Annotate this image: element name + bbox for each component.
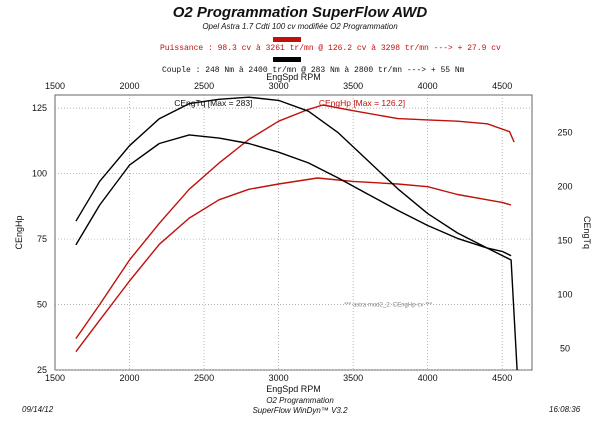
footer-date: 09/14/12 xyxy=(22,405,54,414)
x-tick-label-bottom: 2000 xyxy=(120,373,140,383)
y-axis-label-right: CEngTq xyxy=(582,216,592,249)
y-left-tick-label: 75 xyxy=(37,234,47,244)
chart-title: O2 Programmation SuperFlow AWD xyxy=(172,4,428,21)
x-tick-label-top: 3000 xyxy=(269,81,289,91)
chart-subtitle: Opel Astra 1.7 Cdti 100 cv modifiée O2 P… xyxy=(202,22,398,31)
x-tick-label-bottom: 1500 xyxy=(45,373,65,383)
torque-summary: Couple : 248 Nm à 2400 tr/mn @ 283 Nm à … xyxy=(162,66,465,75)
power-summary: Puissance : 98.3 cv à 3261 tr/mn @ 126.2… xyxy=(160,44,501,53)
footer-software: SuperFlow WinDyn™ V3.2 xyxy=(252,406,348,415)
y-right-tick-label: 200 xyxy=(557,182,572,192)
torque-swatch xyxy=(273,57,301,62)
annotation-hp-max: CEngHp [Max = 126.2] xyxy=(319,98,405,108)
x-tick-label-bottom: 2500 xyxy=(194,373,214,383)
footer-brand: O2 Programmation xyxy=(266,396,334,405)
y-right-tick-label: 250 xyxy=(557,128,572,138)
x-tick-label-bottom: 3000 xyxy=(269,373,289,383)
y-left-tick-label: 25 xyxy=(37,365,47,375)
y-right-tick-label: 150 xyxy=(557,236,572,246)
y-right-tick-label: 50 xyxy=(560,343,570,353)
footer-time: 16:08:36 xyxy=(549,405,581,414)
x-axis-label-top: EngSpd RPM xyxy=(266,72,321,82)
legend-note: *** astra mod2_2: CEngHp-cv *** xyxy=(344,303,433,309)
x-tick-label-top: 4000 xyxy=(418,81,438,91)
y-left-tick-label: 50 xyxy=(37,300,47,310)
y-left-tick-label: 125 xyxy=(32,103,47,113)
x-axis-label-bottom: EngSpd RPM xyxy=(266,384,321,394)
series-line-cengtq-modified xyxy=(75,96,518,371)
plot-frame xyxy=(54,94,533,371)
annotation-tq-max: CEngTq [Max = 283] xyxy=(174,98,252,108)
x-tick-label-top: 3500 xyxy=(343,81,363,91)
y-right-tick-label: 100 xyxy=(557,290,572,300)
x-tick-label-bottom: 3500 xyxy=(343,373,363,383)
x-tick-label-top: 2500 xyxy=(194,81,214,91)
x-tick-label-bottom: 4500 xyxy=(492,373,512,383)
x-tick-label-bottom: 4000 xyxy=(418,373,438,383)
y-axis-label-left: CEngHp xyxy=(14,215,24,249)
x-tick-label-top: 1500 xyxy=(45,81,65,91)
power-swatch xyxy=(273,37,301,42)
y-left-tick-label: 100 xyxy=(32,169,47,179)
series-line-cengtq-stock xyxy=(75,134,512,257)
x-tick-label-top: 4500 xyxy=(492,81,512,91)
x-tick-label-top: 2000 xyxy=(120,81,140,91)
series-line-cenghp-stock xyxy=(75,177,512,353)
series-line-cenghp-modified xyxy=(75,104,515,340)
